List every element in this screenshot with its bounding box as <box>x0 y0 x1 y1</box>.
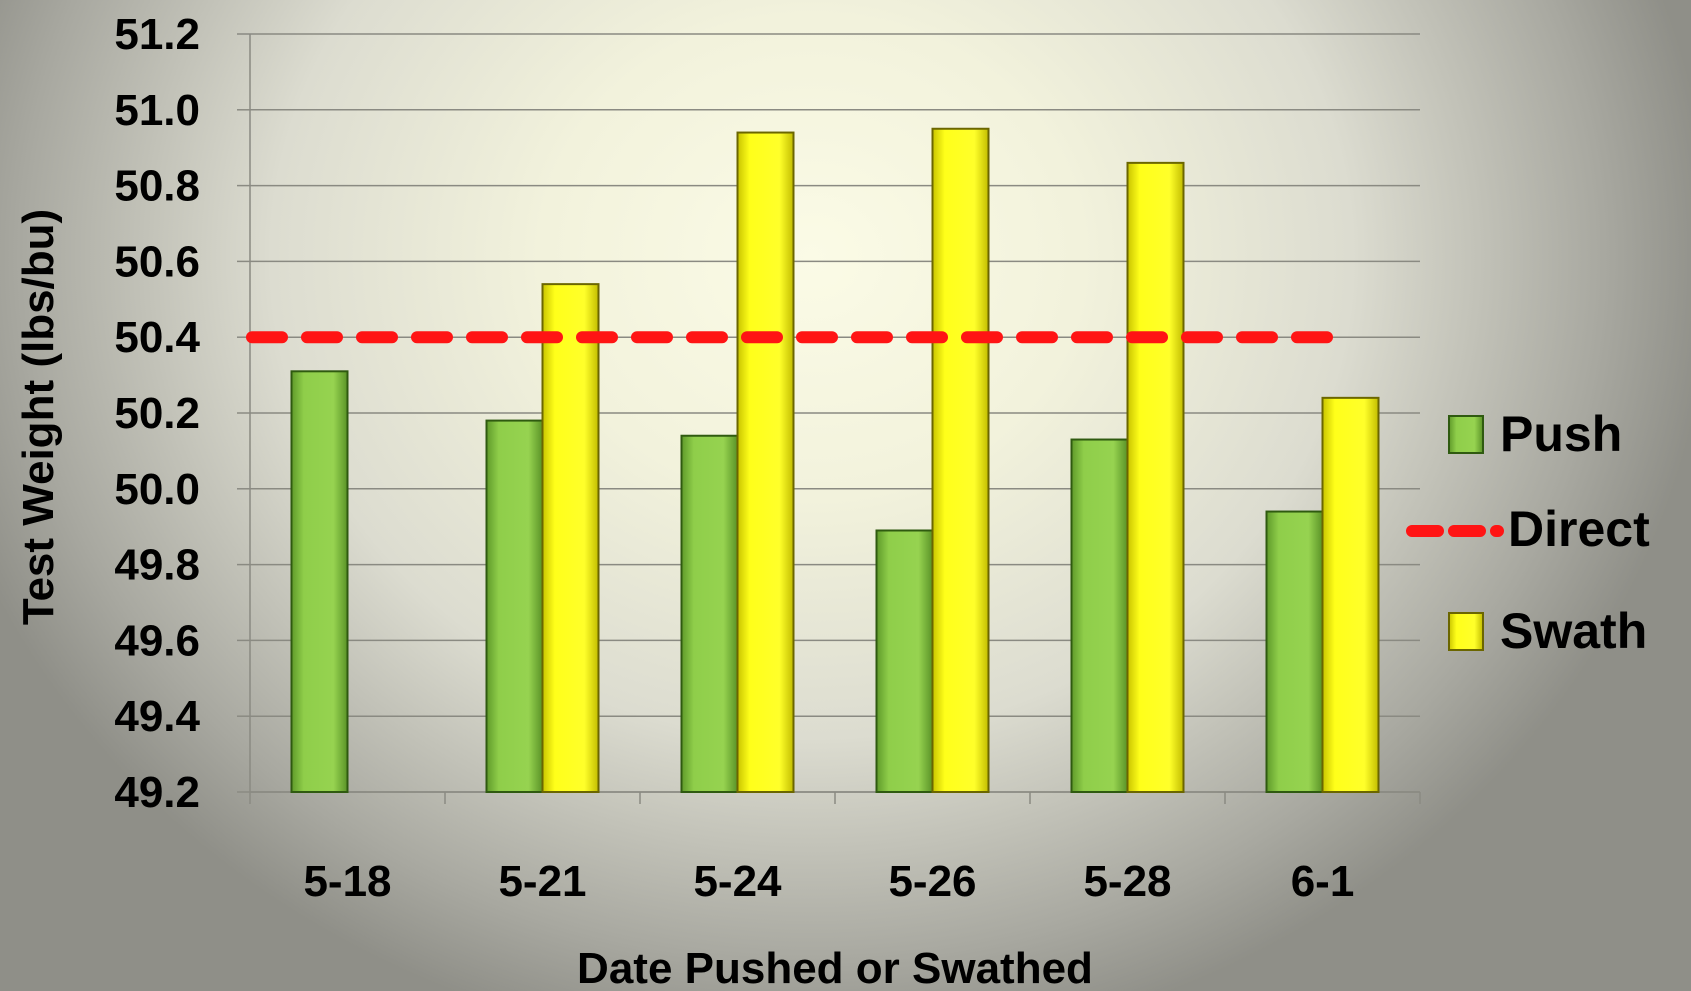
bar-swath-5-26 <box>931 127 990 793</box>
bar-push-5-24 <box>680 434 739 793</box>
bar-push-5-21 <box>485 419 544 793</box>
x-tick-labels: 5-18 5-21 5-24 5-26 5-28 6-1 <box>303 857 1354 906</box>
x-tick-label: 5-21 <box>498 857 586 906</box>
x-tick-label: 6-1 <box>1291 857 1355 906</box>
x-tick-label: 5-24 <box>693 857 782 906</box>
y-tick-label: 51.2 <box>114 10 200 59</box>
gridlines <box>237 33 1420 793</box>
bar-push-5-18 <box>290 370 349 793</box>
legend-item-swath: Swath <box>1448 603 1647 659</box>
bar-swath-6-1 <box>1321 396 1380 793</box>
y-tick-label: 49.6 <box>114 616 200 665</box>
legend-swatch-push <box>1448 415 1484 454</box>
y-tick-label: 49.8 <box>114 541 200 590</box>
bars <box>290 127 1380 794</box>
y-tick-label: 50.2 <box>114 389 200 438</box>
x-tick-label: 5-18 <box>303 857 391 906</box>
axes <box>249 34 1421 804</box>
legend-item-push: Push <box>1448 406 1622 462</box>
y-axis-title: Test Weight (lbs/bu) <box>14 209 63 625</box>
y-tick-label: 50.8 <box>114 162 200 211</box>
bar-swath-5-24 <box>736 131 795 794</box>
y-tick-labels: 49.2 49.4 49.6 49.8 50.0 50.2 50.4 50.6 50.8 51.0… <box>114 10 200 817</box>
x-axis-title: Date Pushed or Swathed <box>577 944 1093 991</box>
y-tick-label: 49.4 <box>114 692 200 741</box>
bar-push-5-28 <box>1070 438 1129 793</box>
y-tick-label: 50.0 <box>114 465 200 514</box>
y-tick-label: 49.2 <box>114 768 200 817</box>
legend-label-swath: Swath <box>1500 603 1647 659</box>
bar-push-5-26 <box>875 529 934 793</box>
bar-swath-5-21 <box>541 283 600 793</box>
y-tick-label: 51.0 <box>114 86 200 135</box>
legend-item-direct: Direct <box>1406 501 1650 557</box>
legend-label-push: Push <box>1500 406 1622 462</box>
y-tick-label: 50.6 <box>114 237 200 286</box>
bar-push-6-1 <box>1265 510 1324 793</box>
x-tick-label: 5-26 <box>888 857 976 906</box>
bar-swath-5-28 <box>1126 161 1185 794</box>
x-tick-label: 5-28 <box>1083 857 1171 906</box>
y-tick-label: 50.4 <box>114 313 200 362</box>
legend-swatch-swath <box>1448 612 1484 651</box>
legend-label-direct: Direct <box>1508 501 1650 557</box>
legend: Push Direct Swath <box>1406 406 1650 659</box>
